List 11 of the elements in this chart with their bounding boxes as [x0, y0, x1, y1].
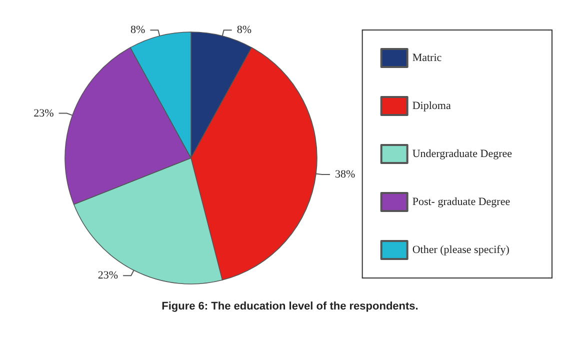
- legend-label: Post- graduate Degree: [412, 196, 510, 208]
- data-label: 8%: [130, 24, 146, 36]
- data-label: 23%: [98, 270, 118, 282]
- text: Figure 6: The education level of the respondents.: [162, 300, 418, 312]
- data-label: 8%: [236, 24, 252, 36]
- legend-label: Undergraduate Degree: [412, 148, 512, 160]
- data-label: 38%: [334, 168, 356, 181]
- legend-label: Diploma: [412, 100, 451, 112]
- data-label: 23%: [34, 107, 54, 120]
- legend-label: Other (please specify): [412, 244, 510, 256]
- legend-label: Matric: [412, 52, 442, 64]
